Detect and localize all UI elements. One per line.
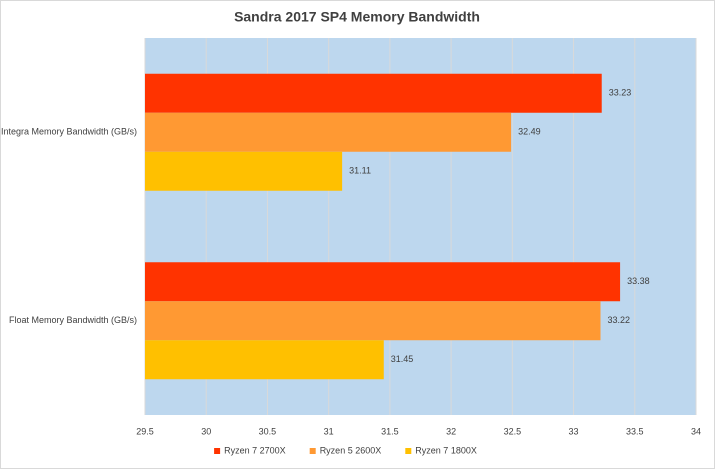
legend-swatch bbox=[214, 448, 221, 454]
y-tick-label: Integra Memory Bandwidth (GB/s) bbox=[1, 127, 137, 137]
x-tick-label: 29.5 bbox=[136, 426, 154, 436]
x-tick-label: 30 bbox=[201, 426, 211, 436]
bar bbox=[145, 340, 384, 380]
x-tick-label: 31.5 bbox=[381, 426, 399, 436]
data-label: 33.38 bbox=[627, 276, 650, 286]
bar bbox=[145, 112, 512, 152]
legend-label: Ryzen 7 2700X bbox=[224, 445, 286, 455]
data-label: 31.45 bbox=[391, 354, 414, 364]
x-tick-label: 34 bbox=[691, 426, 701, 436]
data-label: 32.49 bbox=[518, 127, 541, 137]
y-tick-label: Float Memory Bandwidth (GB/s) bbox=[9, 315, 137, 325]
bar bbox=[145, 301, 601, 341]
bar bbox=[145, 73, 602, 113]
x-tick-label: 33.5 bbox=[626, 426, 644, 436]
legend-label: Ryzen 5 2600X bbox=[320, 445, 382, 455]
x-tick-label: 32.5 bbox=[504, 426, 522, 436]
bar bbox=[145, 262, 621, 302]
x-tick-label: 30.5 bbox=[259, 426, 277, 436]
x-tick-label: 32 bbox=[446, 426, 456, 436]
chart-title: Sandra 2017 SP4 Memory Bandwidth bbox=[234, 9, 480, 25]
legend-swatch bbox=[309, 448, 316, 454]
x-tick-label: 33 bbox=[569, 426, 579, 436]
x-tick-label: 31 bbox=[324, 426, 334, 436]
legend-swatch bbox=[405, 448, 412, 454]
legend-label: Ryzen 7 1800X bbox=[415, 445, 477, 455]
data-label: 33.23 bbox=[609, 88, 632, 98]
bar bbox=[145, 151, 343, 191]
data-label: 31.11 bbox=[349, 166, 371, 176]
data-label: 33.22 bbox=[607, 315, 630, 325]
